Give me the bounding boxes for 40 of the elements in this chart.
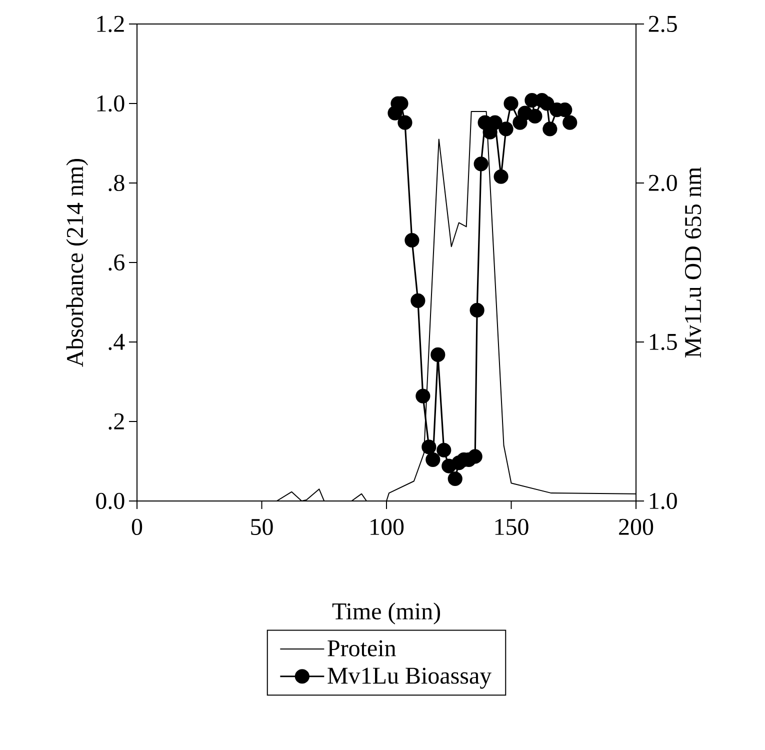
point	[448, 471, 462, 486]
point	[430, 347, 446, 362]
y-tick-label: .4	[108, 334, 125, 350]
point	[470, 302, 484, 318]
x-tick-label: 150	[495, 518, 528, 536]
point	[528, 108, 542, 124]
point	[504, 96, 518, 111]
point	[422, 440, 436, 454]
y2-tick-label: 1.0	[650, 492, 677, 510]
x-tick-label: 200	[619, 518, 654, 536]
y2-tick-label: 2.5	[648, 16, 677, 32]
point	[436, 442, 452, 458]
point	[404, 232, 420, 248]
point	[540, 96, 554, 111]
point	[474, 156, 488, 172]
y2-tick-label: 2.0	[648, 174, 677, 192]
y-tick-label: .2	[108, 413, 124, 430]
y-tick-label: 1.0	[97, 95, 124, 112]
y-tick-label: 1.2	[97, 16, 124, 32]
legend-label: Mv1Lu Bioassay	[328, 668, 492, 689]
point	[494, 169, 508, 184]
y-tick-label: .8	[108, 174, 124, 192]
legend-label: Protein	[328, 640, 396, 656]
y-axis-title: Absorbance (214 nm)	[66, 158, 88, 367]
point	[468, 449, 482, 464]
point	[562, 115, 578, 130]
point	[416, 388, 430, 404]
point	[398, 115, 412, 130]
x-axis-title: Time (min)	[332, 602, 440, 624]
x-tick-label: 50	[251, 518, 273, 536]
point	[498, 122, 514, 136]
x-tick-label: 100	[370, 518, 404, 536]
y-tick-label: .6	[108, 254, 124, 271]
point	[542, 122, 558, 136]
y2-axis-title: Mv1Lu OD 655 nm	[685, 167, 702, 358]
point	[426, 452, 440, 467]
x-tick-label: 0	[132, 518, 142, 536]
point	[410, 293, 426, 308]
y2-tick-label: 1.5	[650, 334, 677, 350]
y-tick-label: 0.0	[96, 492, 124, 510]
